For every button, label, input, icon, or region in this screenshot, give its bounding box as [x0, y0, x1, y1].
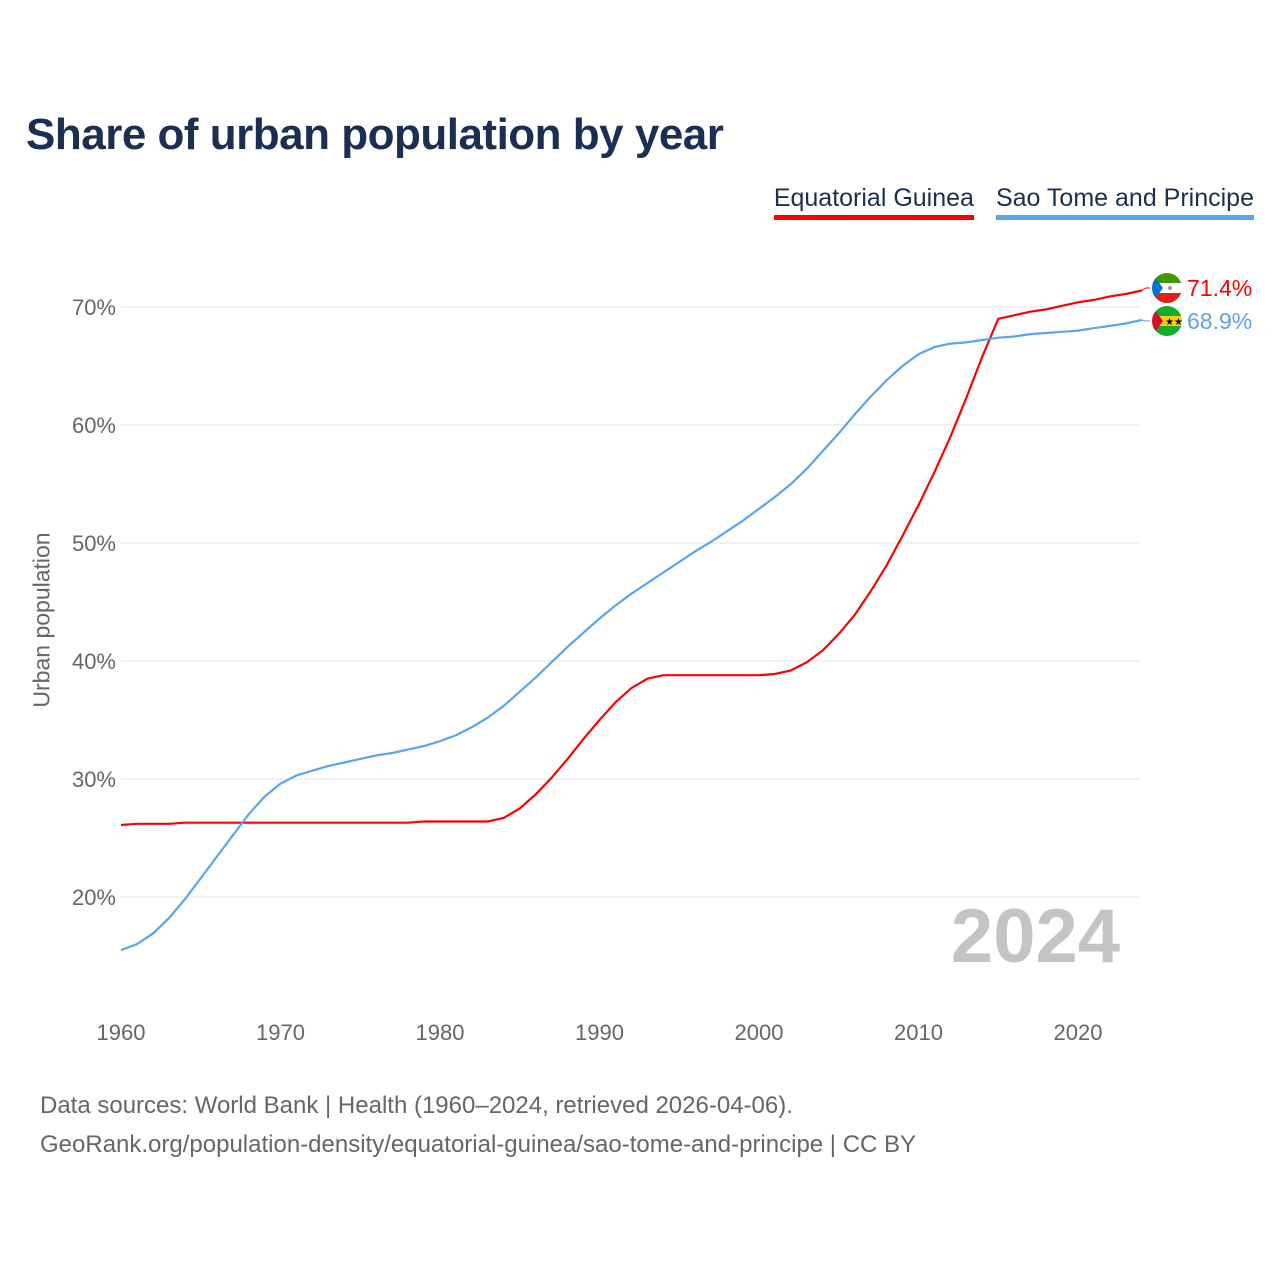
- x-tick-label: 2000: [735, 1020, 784, 1045]
- y-tick-label: 70%: [72, 295, 116, 320]
- y-tick-label: 40%: [72, 649, 116, 674]
- source-text: Data sources: World Bank | Health (1960–…: [40, 1092, 793, 1119]
- legend-equatorial-guinea[interactable]: Equatorial Guinea: [773, 184, 974, 220]
- x-tick-label: 2010: [894, 1020, 943, 1045]
- svg-text:★★: ★★: [1165, 317, 1183, 328]
- x-tick-label: 1960: [97, 1020, 146, 1045]
- x-tick-label: 1970: [256, 1020, 305, 1045]
- y-tick-label: 20%: [72, 885, 116, 910]
- legend: Equatorial Guinea Sao Tome and Principe: [773, 184, 1254, 220]
- end-value-label: 68.9%: [1187, 308, 1252, 334]
- x-tick-label: 1990: [575, 1020, 624, 1045]
- source-link[interactable]: GeoRank.org/population-density/equatoria…: [40, 1131, 917, 1158]
- legend-sao-tome[interactable]: Sao Tome and Principe: [995, 184, 1254, 220]
- x-tick-label: 2020: [1054, 1020, 1103, 1045]
- x-tick-label: 1980: [416, 1020, 465, 1045]
- label-connector: [1141, 319, 1150, 322]
- y-tick-label: 60%: [72, 413, 116, 438]
- year-watermark: 2024: [951, 894, 1120, 979]
- label-connector: [1141, 287, 1150, 291]
- y-tick-label: 50%: [72, 531, 116, 556]
- y-tick-label: 30%: [72, 767, 116, 792]
- footer: Data sources: World Bank | Health (1960–…: [40, 1086, 916, 1164]
- series-line-0: [120, 289, 1143, 827]
- equatorial-guinea-flag-icon: [1152, 273, 1182, 303]
- end-value-label: 71.4%: [1187, 275, 1252, 301]
- sao-tome-flag-icon: ★★: [1152, 306, 1183, 336]
- series-line-1: [120, 318, 1143, 952]
- chart-title: Share of urban population by year: [26, 110, 724, 159]
